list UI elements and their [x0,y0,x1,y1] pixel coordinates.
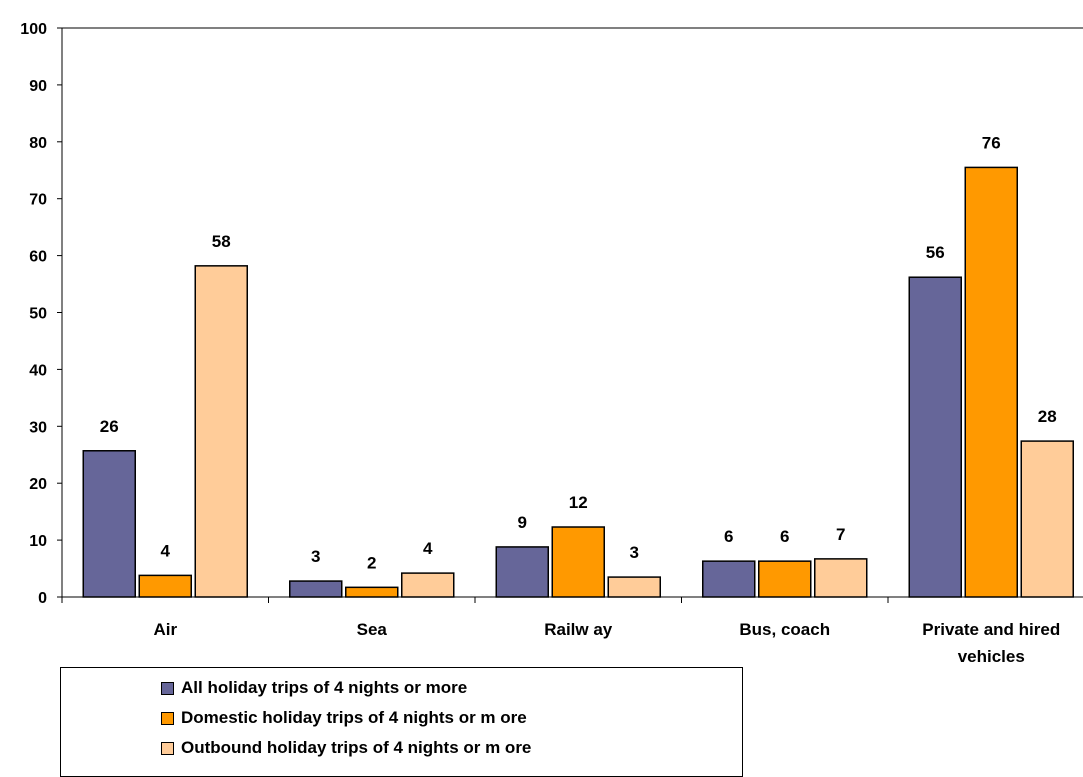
y-tick-label: 80 [29,135,47,152]
bar [964,166,1018,598]
chart-legend: All holiday trips of 4 nights or more Do… [60,667,743,777]
y-tick-label: 10 [29,533,47,550]
bar [702,560,756,598]
data-label: 9 [518,513,527,532]
y-tick-label: 90 [29,78,47,95]
bar [82,450,136,598]
legend-swatch-outbound [161,741,174,755]
x-category-label: Air [153,620,177,639]
bar [607,576,661,598]
legend-swatch-domestic [161,711,174,725]
legend-item-all: All holiday trips of 4 nights or more [161,678,467,698]
bar [908,276,962,598]
bar [551,526,605,598]
legend-label-all: All holiday trips of 4 nights or more [181,678,468,697]
y-tick-label: 0 [38,590,47,607]
y-tick-label: 60 [29,249,47,266]
data-label: 6 [780,527,789,546]
y-tick-label: 20 [29,476,47,493]
data-label: 3 [311,547,320,566]
legend-item-outbound: Outbound holiday trips of 4 nights or m … [161,738,531,758]
y-tick-label: 30 [29,419,47,436]
bar [194,265,248,598]
bar [138,574,192,598]
y-tick-label: 40 [29,362,47,379]
data-label: 56 [926,243,945,262]
x-category-label: vehicles [958,647,1025,666]
x-category-label: Private and hired [922,620,1060,639]
data-label: 76 [982,133,1001,152]
data-label: 26 [100,417,119,436]
legend-label-domestic: Domestic holiday trips of 4 nights or m … [181,708,527,727]
y-tick-label: 70 [29,192,47,209]
x-category-label: Bus, coach [739,620,830,639]
legend-item-domestic: Domestic holiday trips of 4 nights or m … [161,708,527,728]
bar [345,586,399,598]
y-tick-label: 100 [20,21,47,38]
bar [1020,440,1074,598]
data-label: 4 [161,541,171,560]
x-category-label: Sea [357,620,388,639]
data-label: 6 [724,527,733,546]
data-label: 58 [212,232,231,251]
y-tick-label: 50 [29,306,47,323]
bar [758,560,812,598]
data-label: 4 [423,539,433,558]
x-category-label: Railw ay [544,620,613,639]
legend-swatch-all [161,681,174,695]
bar [814,558,868,598]
data-label: 28 [1038,407,1057,426]
bar [289,580,343,598]
legend-label-outbound: Outbound holiday trips of 4 nights or m … [181,738,532,757]
bar [495,546,549,598]
data-label: 12 [569,493,588,512]
data-label: 2 [367,553,376,572]
data-label: 7 [836,525,845,544]
data-label: 3 [630,543,639,562]
bar [401,572,455,598]
